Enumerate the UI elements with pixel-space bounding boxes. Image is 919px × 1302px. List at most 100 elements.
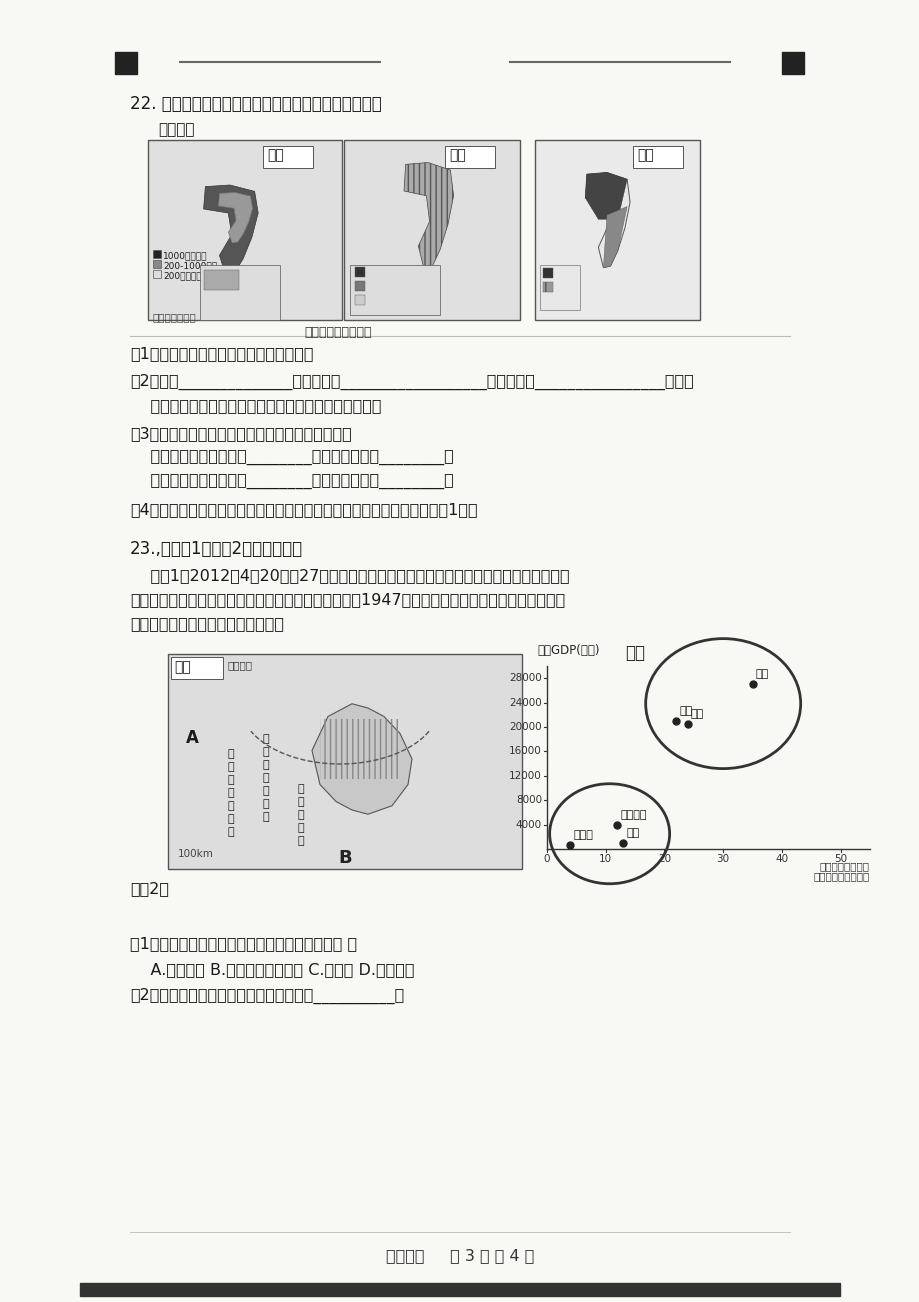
Bar [320,719,400,779]
Text: 23.,读材料1和材料2，回答问题。: 23.,读材料1和材料2，回答问题。 [130,540,302,559]
Bar [781,52,803,74]
Text: 丙图: 丙图 [636,148,653,161]
Polygon shape [584,172,630,268]
Text: 英国: 英国 [678,706,692,716]
Text: 乙图: 乙图 [624,644,644,661]
Text: 20000: 20000 [509,723,541,732]
Text: 人均GDP(美元): 人均GDP(美元) [537,644,599,658]
Text: B: B [337,849,351,867]
Text: 10: 10 [598,854,612,865]
Text: 28000: 28000 [509,673,541,684]
Text: 候: 候 [298,836,304,846]
Text: 4000: 4000 [516,819,541,829]
Polygon shape [203,185,258,275]
Bar [445,146,494,168]
Bar [632,146,682,168]
Bar [204,270,239,290]
Text: 性: 性 [263,786,269,796]
Polygon shape [312,704,412,814]
Text: 温: 温 [263,734,269,743]
Polygon shape [403,163,453,270]
Text: 高: 高 [368,268,373,279]
Bar [171,658,222,680]
Bar [168,654,521,868]
Text: 材料1：2012年4月20日至27日，温家宝总理对冰岛、瑞典、波兰进行正式访问并出席德: 材料1：2012年4月20日至27日，温家宝总理对冰岛、瑞典、波兰进行正式访问并… [130,568,569,583]
Text: 地: 地 [298,784,304,794]
Text: 16000: 16000 [509,746,541,756]
Text: （2）北部______________山地；中部__________________平原；南部________________高原。: （2）北部______________山地；中部________________… [130,374,693,391]
Polygon shape [219,193,253,243]
Text: 8000: 8000 [516,796,541,805]
Bar [535,141,699,320]
Text: 20: 20 [657,854,670,865]
Text: 国汉诺威工业博览会开幕式及中国伙伴国活动。始创于1947年的汉诺威工业博览会如今已是当今世: 国汉诺威工业博览会开幕式及中国伙伴国活动。始创于1947年的汉诺威工业博览会如今… [130,592,564,607]
Text: 从事制造业的人口: 从事制造业的人口 [819,861,869,871]
Text: 陆: 陆 [263,773,269,783]
Text: 30: 30 [716,854,729,865]
Text: 印度地形分布图: 印度地形分布图 [153,312,197,322]
Text: 200-1000毫米: 200-1000毫米 [163,260,217,270]
Text: 印度: 印度 [626,828,639,838]
Text: 马来西亚: 马来西亚 [619,810,646,819]
Text: 印度年降水量分布图: 印度年降水量分布图 [303,326,371,339]
Polygon shape [603,207,627,268]
Text: 中: 中 [368,283,373,292]
Text: 中: 中 [298,797,304,807]
Polygon shape [584,172,627,219]
Text: 气: 气 [263,799,269,809]
Text: 24000: 24000 [509,698,541,707]
Text: 请在丙图中完善图例，填注印度的粮食作物水稻、小麦: 请在丙图中完善图例，填注印度的粮食作物水稻、小麦 [130,398,381,413]
Bar [355,267,365,277]
Text: 地理试题     第 3 页 共 4 页: 地理试题 第 3 页 共 4 页 [385,1249,534,1263]
Bar [148,141,342,320]
Text: 洋: 洋 [228,788,234,798]
Text: 法国: 法国 [690,710,703,719]
Text: A: A [186,729,199,747]
Text: 甲图: 甲图 [267,148,283,161]
Bar [153,260,161,268]
Text: 12000: 12000 [509,771,541,781]
Bar [153,270,161,279]
Text: 候: 候 [263,812,269,822]
Text: 甲图: 甲图 [174,660,190,674]
Text: （3）根据资料分析自然条件对农作物分布的影响。: （3）根据资料分析自然条件对农作物分布的影响。 [130,426,351,441]
Text: （1）冰岛、瑞典、波兰、德国均位于哪个地区（ ）: （1）冰岛、瑞典、波兰、德国均位于哪个地区（ ） [130,936,357,950]
Text: 气: 气 [228,814,234,824]
Text: 0: 0 [543,854,550,865]
Bar [199,266,279,320]
Bar [80,1282,839,1295]
Text: 1000毫米以上: 1000毫米以上 [163,251,208,260]
Text: 小麦主要分布的地形是________，需要的降水量________；: 小麦主要分布的地形是________，需要的降水量________； [130,450,453,465]
Text: 气: 气 [298,823,304,833]
Text: 低: 低 [368,296,373,306]
Text: 资料一：: 资料一： [158,122,194,137]
Text: 带: 带 [228,762,234,772]
Text: 22. 运用资料，分析印度粮食生产与自然条件的关系。: 22. 运用资料，分析印度粮食生产与自然条件的关系。 [130,95,381,113]
Bar [115,52,137,74]
Bar [539,266,579,310]
Text: 性: 性 [228,801,234,811]
Text: 德国: 德国 [754,669,768,680]
Text: （4）印度的粮食产量很高，但出口量很少，结合所学知识，说明原因。（1分）: （4）印度的粮食产量很高，但出口量很少，结合所学知识，说明原因。（1分） [130,503,477,517]
Bar [349,266,439,315]
Bar [263,146,312,168]
Text: 大: 大 [263,760,269,769]
Text: （2）该区有一个重要的区域性国际组织是__________。: （2）该区有一个重要的区域性国际组织是__________。 [130,988,403,1004]
Text: 乙图: 乙图 [448,148,465,161]
Text: 尼泊尔: 尼泊尔 [573,829,593,840]
Text: A.拉丁美洲 B.撒哈拉以南的非洲 C.东南亚 D.欧洲西部: A.拉丁美洲 B.撒哈拉以南的非洲 C.东南亚 D.欧洲西部 [130,962,414,976]
Bar [355,281,365,292]
Text: 温: 温 [228,749,234,759]
Bar [355,296,365,305]
Text: 40: 40 [775,854,788,865]
Text: 材料2：: 材料2： [130,881,169,896]
Text: 海: 海 [298,810,304,820]
Bar [542,283,552,292]
Text: 水稻主要分布的地形是________，需要的降水量________。: 水稻主要分布的地形是________，需要的降水量________。 [130,474,453,490]
Bar [344,141,519,320]
Text: 带: 带 [263,747,269,756]
Text: 占总就业人口百分比: 占总就业人口百分比 [813,871,869,881]
Text: 50: 50 [834,854,846,865]
Text: 100km: 100km [177,849,213,859]
Text: 极地气候: 极地气候 [228,660,253,671]
